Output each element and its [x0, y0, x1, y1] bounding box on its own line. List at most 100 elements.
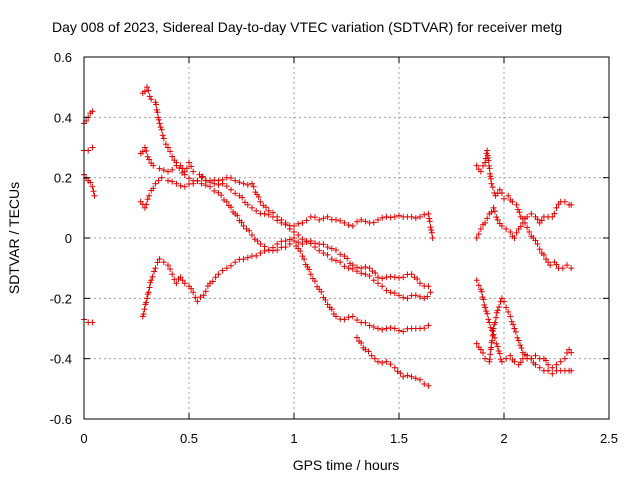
data-point-satellite-g — [524, 213, 531, 220]
data-point-satellite-f — [496, 186, 503, 193]
data-point-satellite-b — [412, 215, 419, 222]
chart-title: Day 008 of 2023, Sidereal Day-to-day VTE… — [52, 19, 562, 35]
data-point-satellite-f — [480, 162, 486, 169]
data-point-satellite-b — [324, 213, 331, 220]
data-point-satellite-f — [543, 256, 549, 263]
data-point-satellite-d — [244, 254, 251, 261]
data-point-satellite-i — [514, 334, 521, 341]
data-point-satellite-i — [512, 328, 519, 335]
data-point-satellite-i — [494, 307, 501, 314]
data-point-satellite-c — [207, 183, 213, 190]
data-point-satellite-b — [141, 204, 148, 211]
data-point-satellite-f — [559, 265, 566, 272]
data-point-satellite-g — [517, 223, 524, 230]
data-point-satellite-c — [312, 240, 318, 247]
data-point-satellite-a — [324, 251, 331, 258]
data-point-satellite-i — [480, 349, 486, 356]
data-point-satellite-d — [232, 259, 239, 266]
data-point-satellite-d — [425, 322, 432, 329]
data-point-satellite-c — [387, 273, 394, 280]
data-point-satellite-d — [333, 313, 339, 320]
data-point-satellite-c — [150, 162, 157, 169]
data-point-satellite-c — [240, 222, 247, 229]
data-point-satellite-i — [515, 337, 522, 344]
axis-ticks: 0 0.5 1 1.5 2 2.5 -0.6 -0.4 -0.2 0 0.2 0.4 0.6 — [50, 50, 618, 446]
data-point-satellite-a — [328, 256, 335, 263]
data-point-satellite-c — [146, 156, 153, 163]
data-point-satellite-a — [291, 228, 297, 235]
data-point-satellite-d — [140, 311, 147, 318]
data-point-satellite-c — [320, 241, 327, 248]
data-point-satellite-c — [257, 241, 264, 248]
data-point-satellite-a — [375, 280, 381, 287]
data-point-satellite-a — [155, 116, 162, 123]
data-point-satellite-b — [143, 201, 150, 208]
data-point-satellite-i — [482, 355, 489, 362]
data-point-satellite-i — [490, 325, 497, 332]
data-point-satellite-c — [299, 241, 306, 248]
data-point-satellite-d — [197, 294, 204, 301]
data-point-satellite-b — [169, 178, 176, 185]
data-point-satellite-i — [566, 346, 573, 353]
data-point-satellite-d — [156, 256, 163, 263]
data-point-satellite-d — [148, 277, 155, 284]
data-point-satellite-i — [557, 358, 564, 365]
data-point-satellite-g — [549, 213, 556, 220]
data-point-satellite-d — [179, 277, 186, 284]
data-point-satellite-b — [181, 183, 188, 190]
data-point-satellite-h — [494, 343, 501, 350]
data-point-satellite-c — [391, 274, 398, 281]
data-point-satellite-b — [232, 177, 239, 184]
data-point-satellite-a — [145, 87, 152, 94]
data-point-satellite-d — [291, 238, 297, 245]
data-point-satellite-c — [303, 238, 310, 245]
data-point-satellite-a — [383, 287, 390, 294]
data-point-satellite-d — [144, 295, 150, 302]
data-point-satellite-i — [528, 355, 535, 362]
data-point-satellite-b — [333, 216, 339, 223]
grid-lines — [84, 57, 609, 419]
data-point-satellite-h — [568, 367, 575, 374]
data-point-satellite-e — [412, 375, 419, 382]
data-point-satellite-i — [561, 355, 568, 362]
data-point-satellite-d — [143, 299, 150, 306]
data-point-satellite-c — [400, 274, 407, 281]
data-point-satellite-i — [503, 304, 510, 311]
data-point-satellite-i — [501, 298, 507, 305]
data-point-satellite-g — [513, 229, 520, 236]
data-point-satellite-c — [169, 166, 176, 173]
data-point-satellite-f — [524, 224, 531, 231]
data-point-satellite-e — [421, 381, 428, 387]
data-point-satellite-c — [156, 165, 163, 172]
data-point-satellite-a — [228, 186, 234, 193]
data-point-satellite-a — [320, 250, 327, 257]
data-point-satellite-c — [375, 274, 381, 281]
data-point-satellite-h — [495, 347, 502, 354]
x-tick-label: 1 — [290, 431, 297, 446]
data-point-satellite-c — [344, 255, 351, 262]
data-point-satellite-c — [328, 245, 335, 252]
data-point-satellite-h — [475, 282, 482, 289]
data-point-satellite-b — [396, 212, 402, 219]
data-point-satellite-c — [425, 283, 432, 290]
data-point-satellite-g — [484, 215, 491, 222]
data-point-satellite-h — [485, 316, 492, 323]
data-point-satellite-f — [501, 195, 507, 202]
data-point-satellite-h — [482, 304, 489, 311]
data-point-satellite-e — [408, 373, 415, 380]
data-point-satellite-e — [354, 334, 360, 341]
data-point-satellite-a — [427, 289, 434, 296]
data-point-satellite-d — [400, 328, 407, 335]
y-tick-label: -0.6 — [50, 412, 72, 427]
data-point-satellite-d — [297, 248, 304, 255]
data-point-satellite-e — [400, 373, 407, 380]
data-point-satellite-i — [507, 313, 514, 320]
data-point-satellite-a — [199, 173, 206, 180]
data-point-satellite-a — [400, 294, 407, 301]
data-point-satellite-b — [211, 177, 218, 184]
data-point-satellite-a — [159, 132, 166, 139]
data-point-satellite-c — [358, 265, 365, 272]
data-point-satellite-d — [192, 294, 199, 301]
data-point-satellite-c — [366, 265, 373, 272]
data-point-satellite-d — [202, 288, 209, 295]
